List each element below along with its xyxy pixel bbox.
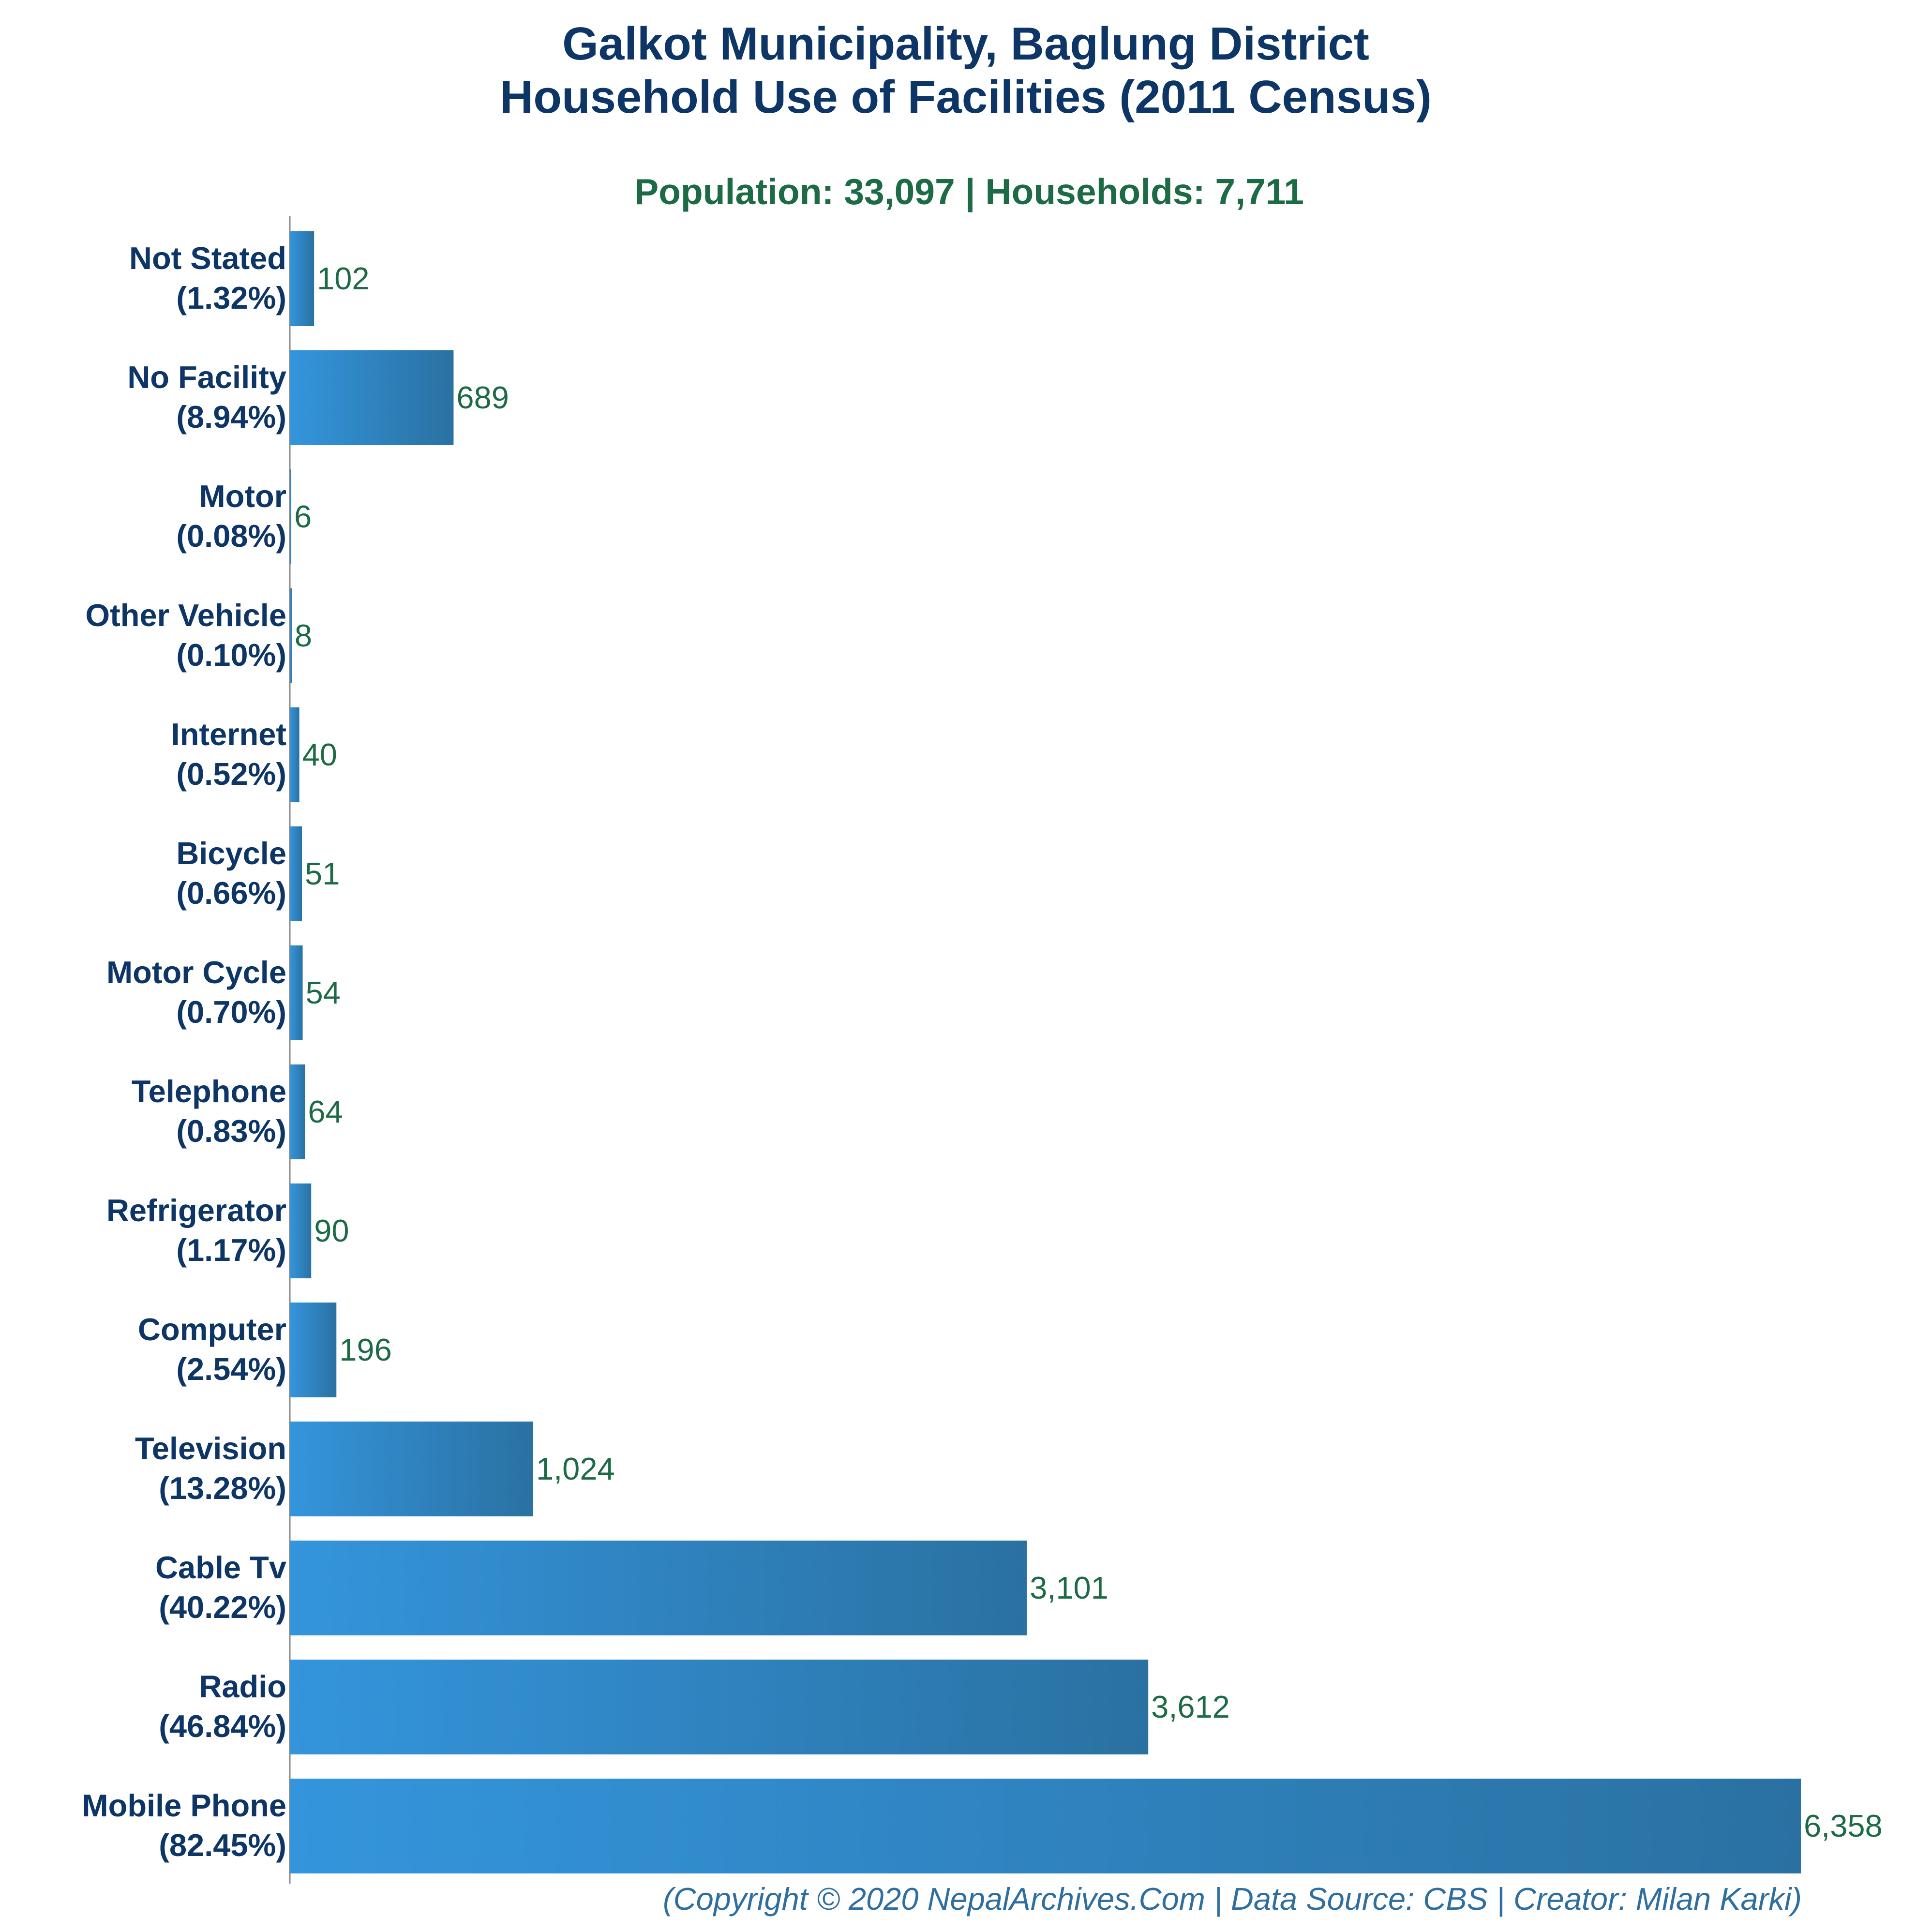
bar-television xyxy=(290,1422,533,1516)
bar-mobile-phone xyxy=(290,1779,1801,1873)
category-pct-not-stated: (1.32%) xyxy=(176,280,286,315)
bar-internet xyxy=(290,707,300,802)
category-label-telephone: Telephone xyxy=(132,1074,286,1109)
bar-radio xyxy=(290,1660,1149,1754)
chart-subtitle: Population: 33,097 | Households: 7,711 xyxy=(634,171,1304,212)
bar-computer xyxy=(290,1303,337,1397)
bar-no-facility xyxy=(290,350,454,445)
category-label-no-facility: No Facility xyxy=(127,359,286,395)
category-label-television: Television xyxy=(135,1431,286,1466)
category-label-refrigerator: Refrigerator xyxy=(106,1193,286,1228)
bar-bicycle xyxy=(290,826,302,921)
value-label-telephone: 64 xyxy=(308,1094,343,1129)
value-label-motor: 6 xyxy=(294,499,312,534)
value-label-cable-tv: 3,101 xyxy=(1030,1570,1108,1605)
category-pct-internet: (0.52%) xyxy=(176,756,286,792)
category-label-not-stated: Not Stated xyxy=(129,240,286,276)
chart-title-line1: Galkot Municipality, Baglung District xyxy=(562,18,1369,70)
category-label-computer: Computer xyxy=(138,1312,286,1347)
category-pct-refrigerator: (1.17%) xyxy=(176,1232,286,1268)
category-pct-telephone: (0.83%) xyxy=(176,1113,286,1149)
value-label-other-vehicle: 8 xyxy=(295,618,312,653)
value-label-bicycle: 51 xyxy=(305,856,340,891)
value-label-television: 1,024 xyxy=(536,1451,615,1486)
category-label-internet: Internet xyxy=(171,717,286,752)
value-label-mobile-phone: 6,358 xyxy=(1804,1808,1883,1843)
bar-motor-cycle xyxy=(290,945,303,1040)
bar-not-stated xyxy=(290,231,315,326)
value-label-computer: 196 xyxy=(339,1332,391,1367)
category-pct-cable-tv: (40.22%) xyxy=(159,1589,286,1625)
value-label-no-facility: 689 xyxy=(456,380,509,415)
category-pct-motor: (0.08%) xyxy=(176,518,286,554)
category-label-mobile-phone: Mobile Phone xyxy=(82,1788,287,1823)
category-pct-mobile-phone: (82.45%) xyxy=(159,1827,286,1863)
value-label-not-stated: 102 xyxy=(317,261,369,296)
category-pct-computer: (2.54%) xyxy=(176,1351,286,1387)
bar-refrigerator xyxy=(290,1183,312,1278)
category-pct-television: (13.28%) xyxy=(159,1470,286,1506)
category-pct-other-vehicle: (0.10%) xyxy=(176,637,286,673)
value-label-refrigerator: 90 xyxy=(314,1213,349,1248)
category-pct-motor-cycle: (0.70%) xyxy=(176,994,286,1030)
chart-footer: (Copyright © 2020 NepalArchives.Com | Da… xyxy=(663,1881,1802,1917)
category-pct-no-facility: (8.94%) xyxy=(176,399,286,434)
bar-other-vehicle xyxy=(290,588,292,683)
value-label-motor-cycle: 54 xyxy=(306,975,341,1010)
category-pct-bicycle: (0.66%) xyxy=(176,875,286,911)
category-label-bicycle: Bicycle xyxy=(176,836,286,871)
category-pct-radio: (46.84%) xyxy=(159,1708,286,1744)
bar-telephone xyxy=(290,1064,305,1159)
bars-group: 102 Not Stated (1.32%) 689 No Facility (8.94%… xyxy=(82,231,1883,1873)
chart-title-line2: Household Use of Facilities (2011 Census… xyxy=(500,71,1432,123)
category-label-cable-tv: Cable Tv xyxy=(155,1550,286,1585)
category-label-other-vehicle: Other Vehicle xyxy=(86,598,286,633)
value-label-internet: 40 xyxy=(302,737,337,772)
bar-motor xyxy=(290,469,291,564)
bar-cable-tv xyxy=(290,1541,1027,1635)
value-label-radio: 3,612 xyxy=(1151,1689,1230,1724)
category-label-motor: Motor xyxy=(199,479,287,514)
category-label-motor-cycle: Motor Cycle xyxy=(106,955,286,990)
category-label-radio: Radio xyxy=(199,1669,286,1704)
